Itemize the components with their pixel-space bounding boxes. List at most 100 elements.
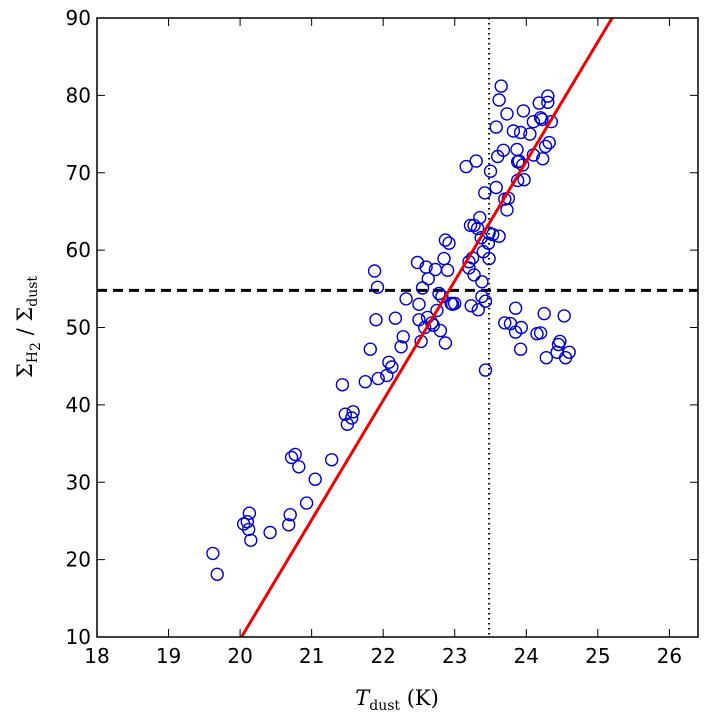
data-point — [553, 334, 567, 349]
y-tick-label: 70 — [66, 161, 91, 185]
data-point — [206, 546, 220, 561]
data-point — [394, 340, 408, 354]
data-point — [308, 472, 322, 486]
data-point — [557, 309, 571, 323]
data-point — [385, 360, 399, 374]
marks-layer — [97, 18, 698, 637]
x-tick-label: 23 — [442, 644, 467, 668]
data-point — [371, 371, 385, 386]
data-point — [367, 264, 382, 278]
y-tick-label: 20 — [66, 548, 91, 572]
data-point — [421, 272, 435, 286]
x-tick-label: 21 — [299, 644, 324, 668]
data-point — [489, 180, 503, 195]
data-point — [415, 281, 430, 295]
data-point — [496, 143, 511, 158]
x-tick-label: 22 — [370, 644, 395, 668]
data-point — [358, 375, 372, 389]
x-tick-label: 25 — [585, 644, 610, 668]
data-point — [432, 286, 446, 301]
data-point — [396, 330, 410, 344]
data-point — [473, 210, 487, 225]
data-point — [492, 93, 506, 107]
data-point — [486, 227, 500, 242]
y-tick-label: 10 — [66, 625, 91, 649]
data-point — [263, 525, 277, 540]
data-point — [370, 280, 385, 294]
data-point — [346, 405, 360, 419]
data-point — [517, 172, 531, 187]
data-point — [562, 345, 576, 359]
data-point — [513, 342, 528, 356]
fit-line — [240, 18, 614, 637]
data-point — [467, 268, 481, 282]
data-point — [244, 533, 258, 547]
x-tick-label: 24 — [514, 644, 539, 668]
data-point — [482, 251, 496, 266]
data-point — [210, 567, 224, 581]
data-point — [475, 275, 489, 289]
data-point — [508, 301, 523, 315]
ticks-layer: 18 19 20 21 22 23 24 25 26 10 20 30 40 50 60 70 80 90 — [66, 6, 698, 668]
data-point — [363, 342, 377, 356]
y-tick-label: 50 — [66, 316, 91, 340]
data-point — [438, 233, 453, 247]
data-point — [463, 218, 478, 233]
data-point — [335, 378, 350, 392]
y-tick-label: 90 — [66, 6, 91, 30]
data-point — [440, 263, 455, 277]
data-point — [536, 152, 550, 166]
data-point — [399, 292, 413, 306]
data-point — [282, 518, 296, 532]
data-point — [532, 96, 546, 110]
data-point — [442, 236, 456, 250]
data-point — [541, 89, 555, 103]
data-point — [481, 236, 496, 250]
data-point — [537, 306, 551, 321]
data-point — [437, 251, 451, 266]
x-tick-label: 20 — [227, 644, 252, 668]
data-point — [478, 186, 492, 200]
data-point — [410, 255, 425, 270]
data-point — [438, 336, 453, 350]
data-point — [464, 299, 478, 313]
data-point — [469, 154, 483, 168]
x-tick-label: 18 — [84, 644, 109, 668]
data-point — [242, 506, 257, 520]
data-point — [500, 203, 514, 217]
y-tick-label: 30 — [66, 470, 91, 494]
data-point — [506, 124, 521, 138]
data-point — [471, 303, 485, 317]
data-point — [240, 515, 255, 529]
data-point — [489, 120, 503, 134]
data-point — [544, 114, 558, 129]
data-point — [526, 114, 541, 129]
data-point — [500, 107, 514, 121]
data-point — [448, 296, 462, 311]
data-point — [299, 496, 314, 510]
y-tick-label: 60 — [66, 238, 91, 262]
data-point — [483, 164, 498, 178]
data-point — [514, 320, 528, 335]
x-tick-label: 19 — [156, 644, 181, 668]
data-point — [478, 294, 493, 308]
data-point — [533, 326, 548, 340]
data-point — [542, 135, 556, 150]
data-point — [284, 450, 299, 465]
data-point — [539, 351, 553, 365]
data-point — [325, 453, 339, 467]
data-point — [523, 127, 537, 141]
y-axis-title: ΣH2 / Σdust — [13, 276, 44, 378]
data-point — [288, 447, 302, 462]
x-tick-label: 26 — [657, 644, 682, 668]
plot-frame — [96, 17, 699, 638]
y-tick-label: 40 — [66, 393, 91, 417]
data-point — [369, 313, 383, 327]
data-point — [475, 289, 489, 304]
data-point — [412, 297, 426, 311]
data-point — [283, 508, 297, 522]
data-point — [338, 407, 352, 421]
data-point — [510, 142, 524, 157]
data-point — [492, 229, 506, 243]
